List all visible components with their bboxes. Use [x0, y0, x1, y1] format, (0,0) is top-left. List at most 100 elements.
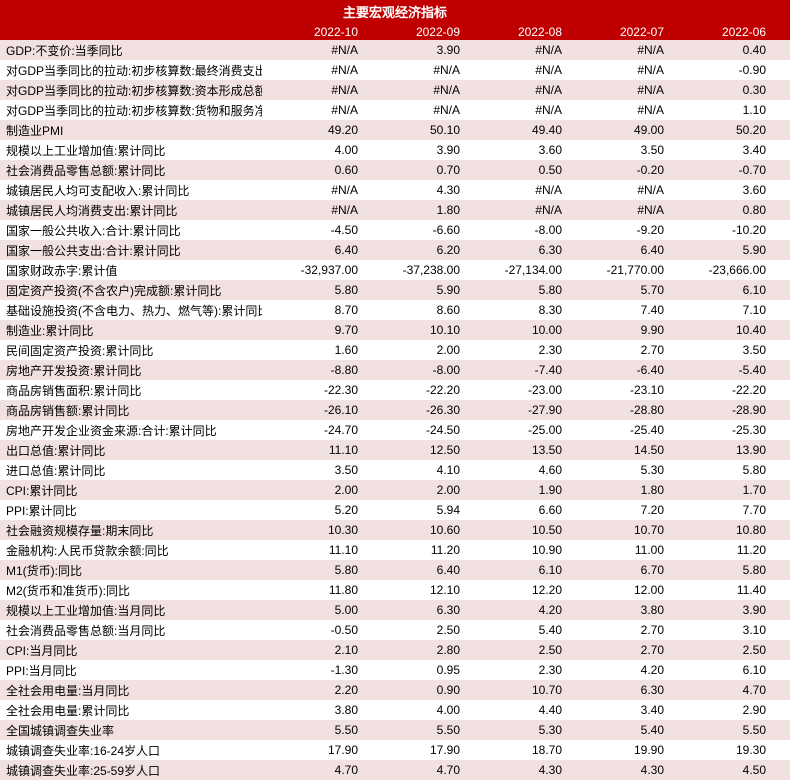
row-label: 全国城镇调查失业率: [0, 720, 262, 740]
cell: 5.50: [670, 720, 772, 740]
cell: 5.30: [466, 720, 568, 740]
cell: #N/A: [364, 80, 466, 100]
cell: 13.90: [670, 440, 772, 460]
cell: 8.70: [772, 580, 790, 600]
row-label: 规模以上工业增加值:当月同比: [0, 600, 262, 620]
cell: #N/A: [466, 180, 568, 200]
cell: 5.80: [670, 460, 772, 480]
cell: 3.60: [466, 140, 568, 160]
table-row: 房地产开发投资:累计同比-8.80-8.00-7.40-6.40-5.407.2…: [0, 360, 790, 380]
cell: 7.30: [772, 500, 790, 520]
cell: 19.30: [670, 740, 772, 760]
cell: #N/A: [568, 100, 670, 120]
table-row: 商品房销售面积:累计同比-22.30-22.20-23.00-23.10-22.…: [0, 380, 790, 400]
cell: -12,435.00: [772, 260, 790, 280]
cell: -9.20: [568, 220, 670, 240]
cell: -4.50: [262, 220, 364, 240]
cell: #N/A: [262, 40, 364, 60]
row-label: M1(货币):同比: [0, 560, 262, 580]
cell: 0.40: [670, 40, 772, 60]
cell: 4.30: [364, 180, 466, 200]
cell: 6.10: [772, 280, 790, 300]
table-row: 民间固定资产投资:累计同比1.602.002.302.703.508.50: [0, 340, 790, 360]
table-row: 金融机构:人民币贷款余额:同比11.1011.2010.9011.0011.20…: [0, 540, 790, 560]
cell: 11.20: [670, 540, 772, 560]
cell: 3.90: [670, 600, 772, 620]
cell: 2.70: [568, 640, 670, 660]
cell: 50.10: [364, 120, 466, 140]
cell: -5.40: [670, 360, 772, 380]
row-label: CPI:累计同比: [0, 480, 262, 500]
header-col-1: 2022-09: [364, 23, 466, 40]
cell: #N/A: [568, 200, 670, 220]
cell: 10.70: [466, 680, 568, 700]
cell: 10.00: [772, 520, 790, 540]
cell: 3.50: [772, 600, 790, 620]
cell: #N/A: [772, 80, 790, 100]
cell: 1.00: [772, 300, 790, 320]
cell: 1.90: [466, 480, 568, 500]
cell: 0.50: [466, 160, 568, 180]
cell: #N/A: [364, 60, 466, 80]
cell: -28.90: [670, 400, 772, 420]
cell: 49.00: [568, 120, 670, 140]
cell: 10.90: [466, 540, 568, 560]
table-body: GDP:不变价:当季同比#N/A3.90#N/A#N/A0.40#N/A对GDP…: [0, 40, 790, 780]
cell: 6.70: [568, 560, 670, 580]
cell: 2.00: [364, 480, 466, 500]
cell: 1.70: [670, 480, 772, 500]
table-row: PPI:累计同比5.205.946.607.207.707.30: [0, 500, 790, 520]
cell: -32,937.00: [262, 260, 364, 280]
cell: 6.30: [364, 600, 466, 620]
cell: 49.40: [466, 120, 568, 140]
cell: 14.50: [772, 220, 790, 240]
cell: 2.70: [568, 340, 670, 360]
row-label: 国家财政赤字:累计值: [0, 260, 262, 280]
table-row: 基础设施投资(不含电力、热力、燃气等):累计同比8.708.608.307.40…: [0, 300, 790, 320]
cell: 0.90: [364, 680, 466, 700]
row-label: 民间固定资产投资:累计同比: [0, 340, 262, 360]
cell: 3.50: [568, 140, 670, 160]
cell: -8.00: [364, 360, 466, 380]
table-row: 城镇调查失业率:16-24岁人口17.9017.9018.7019.9019.3…: [0, 740, 790, 760]
cell: #N/A: [364, 100, 466, 120]
cell: -10.20: [670, 220, 772, 240]
cell: 9.90: [568, 320, 670, 340]
cell: 11.10: [262, 540, 364, 560]
row-label: 城镇调查失业率:25-59岁人口: [0, 760, 262, 780]
cell: 1.80: [364, 200, 466, 220]
cell: 11.40: [670, 580, 772, 600]
cell: 4.60: [466, 460, 568, 480]
cell: 14.20: [772, 320, 790, 340]
cell: -23.00: [466, 380, 568, 400]
row-label: 对GDP当季同比的拉动:初步核算数:货物和服务净出口: [0, 100, 262, 120]
cell: #N/A: [466, 60, 568, 80]
cell: 8.80: [772, 420, 790, 440]
cell: 0.70: [772, 480, 790, 500]
table-row: 城镇居民人均消费支出:累计同比#N/A1.80#N/A#N/A0.80#N/A: [0, 200, 790, 220]
row-label: 城镇居民人均消费支出:累计同比: [0, 200, 262, 220]
cell: -26.10: [262, 400, 364, 420]
cell: 17.90: [364, 740, 466, 760]
econ-indicators-table: 2022-102022-092022-082022-072022-062021-…: [0, 23, 790, 780]
cell: 32.17: [772, 440, 790, 460]
cell: -6.40: [568, 360, 670, 380]
cell: 2.50: [670, 640, 772, 660]
table-row: 城镇调查失业率:25-59岁人口4.704.704.304.304.504.20: [0, 760, 790, 780]
row-label: 出口总值:累计同比: [0, 440, 262, 460]
header-col-5: 2021-10: [772, 23, 790, 40]
row-label: 对GDP当季同比的拉动:初步核算数:资本形成总额: [0, 80, 262, 100]
table-row: 制造业PMI49.2050.1049.4049.0050.2049.20: [0, 120, 790, 140]
cell: -1.30: [262, 660, 364, 680]
cell: 2.00: [364, 340, 466, 360]
cell: 49.20: [772, 120, 790, 140]
cell: 10.60: [364, 520, 466, 540]
table-row: 进口总值:累计同比3.504.104.605.305.8031.20: [0, 460, 790, 480]
cell: 2.70: [568, 620, 670, 640]
cell: 5.00: [262, 600, 364, 620]
cell: 3.60: [670, 180, 772, 200]
cell: -6.60: [364, 220, 466, 240]
cell: 14.50: [568, 440, 670, 460]
cell: 8.50: [772, 340, 790, 360]
cell: 3.80: [568, 600, 670, 620]
